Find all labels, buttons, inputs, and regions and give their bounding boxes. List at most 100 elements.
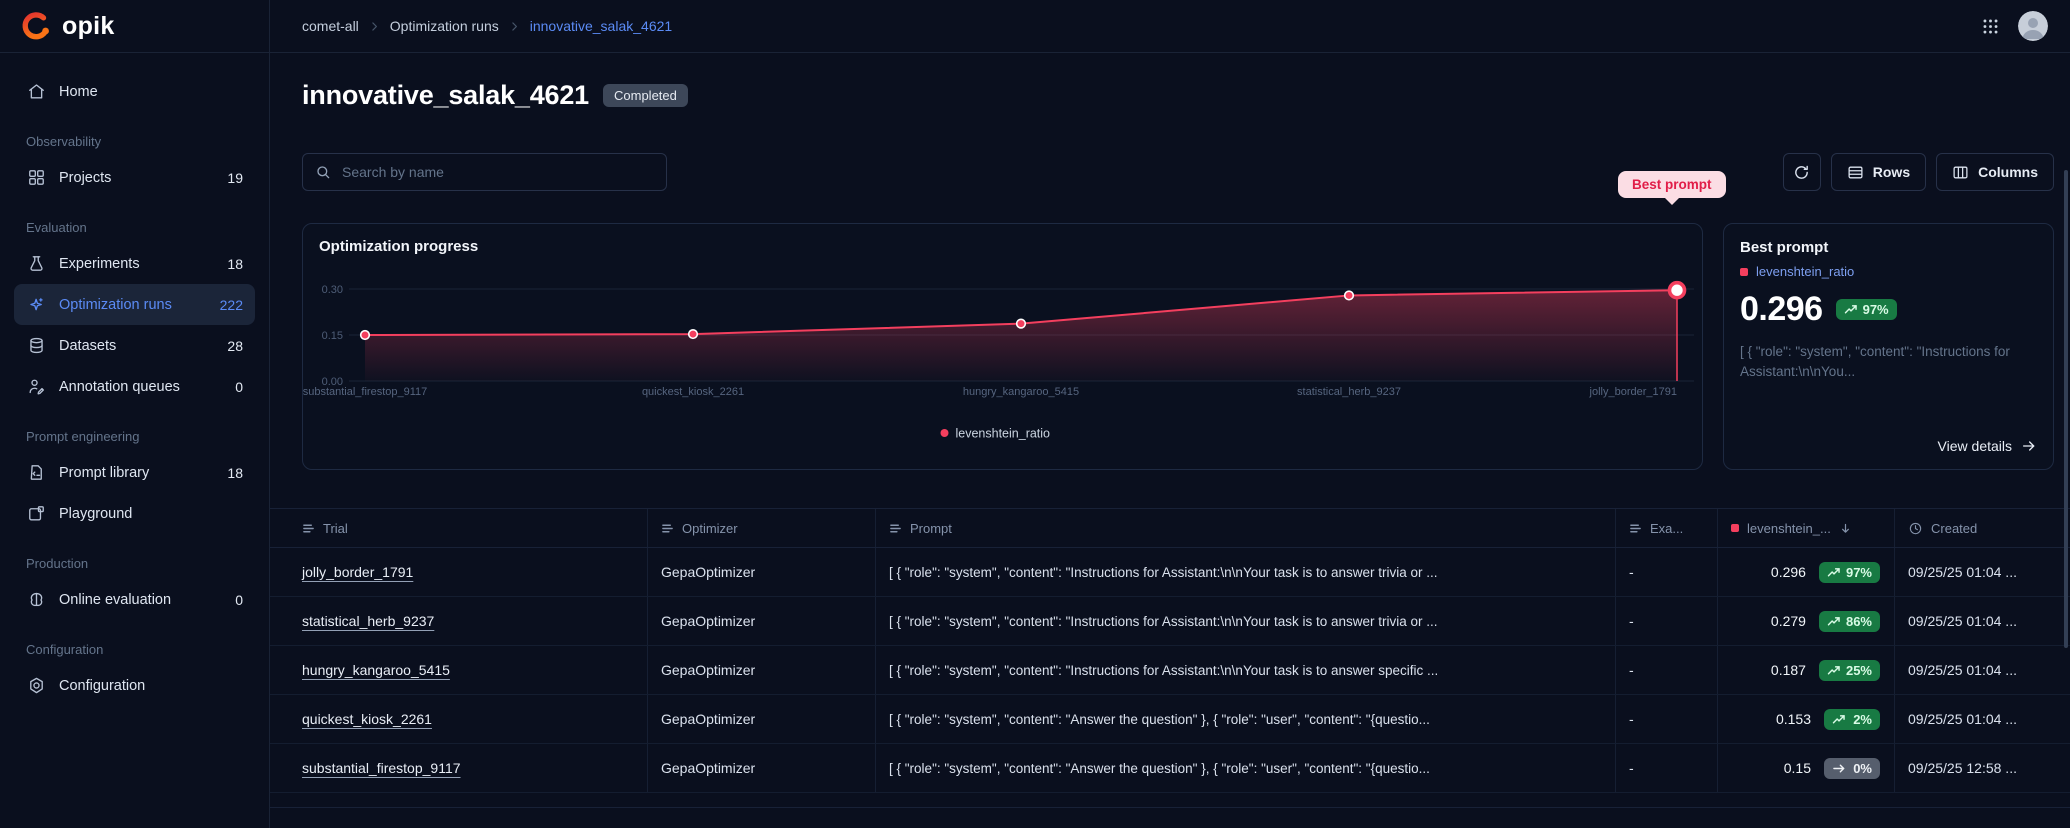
sidebar-item-label: Online evaluation — [59, 591, 172, 608]
toolbar: Rows Columns — [302, 153, 2054, 191]
best-prompt-value: 0.296 — [1740, 290, 1823, 328]
prompt-cell: [ { "role": "system", "content": "Instru… — [876, 646, 1616, 694]
prompt-cell: [ { "role": "system", "content": "Answer… — [876, 695, 1616, 743]
sidebar: opik Home Observability Projects 19 Evaluati… — [0, 0, 270, 828]
column-header-optimizer[interactable]: Optimizer — [648, 509, 876, 547]
sidebar-item-annotation-queues[interactable]: Annotation queues 0 — [14, 366, 255, 407]
sidebar-item-playground[interactable]: Playground — [14, 493, 255, 534]
column-header-examples[interactable]: Exa... — [1616, 509, 1718, 547]
trial-link[interactable]: hungry_kangaroo_5415 — [302, 662, 450, 678]
sidebar-item-projects[interactable]: Projects 19 — [14, 157, 255, 198]
column-header-levenshtein[interactable]: levenshtein_... — [1718, 509, 1895, 547]
best-prompt-value-row: 0.296 97% — [1740, 290, 2037, 329]
refresh-button[interactable] — [1782, 153, 1821, 191]
chart-svg: 0.00 0.15 0.30 substantial_firestop_9117 qui… — [303, 280, 1694, 441]
trend-badge: 97% — [1818, 561, 1880, 583]
examples-cell: - — [1616, 695, 1718, 743]
view-details-link[interactable]: View details — [1938, 438, 2037, 454]
apps-grid-icon[interactable] — [1981, 17, 2000, 36]
examples-cell: - — [1616, 744, 1718, 792]
sidebar-section-observability: Observability — [26, 134, 102, 149]
opik-logo[interactable]: opik — [0, 0, 269, 53]
sidebar-item-label: Configuration — [59, 677, 146, 694]
text-column-icon — [302, 522, 315, 535]
search-input[interactable] — [340, 163, 654, 181]
created-cell: 09/25/25 01:04 ... — [1908, 662, 2017, 678]
cards-row: 0.00 0.15 0.30 substantial_firestop_9117 qui… — [302, 171, 2054, 470]
sidebar-section-production: Production — [26, 556, 89, 571]
metric-name: levenshtein_ratio — [1756, 264, 1855, 279]
table-row-substantial-firestop-9117: substantial_firestop_9117 GepaOptimizer[ … — [270, 744, 2070, 793]
trials-table: Trial Optimizer Prompt Exa... levenshtei… — [270, 508, 2070, 793]
trend-badge: 0% — [1824, 757, 1880, 779]
title-row: innovative_salak_4621 Completed — [302, 80, 2054, 111]
sidebar-item-count: 0 — [235, 378, 243, 395]
sort-desc-icon[interactable] — [1839, 522, 1852, 535]
sidebar-item-optimization-runs[interactable]: Optimization runs 222 — [14, 284, 255, 325]
created-cell: 09/25/25 12:58 ... — [1908, 760, 2017, 776]
metric-value: 0.279 — [1770, 613, 1806, 629]
sidebar-item-label: Home — [59, 83, 98, 100]
svg-text:levenshtein_ratio: levenshtein_ratio — [956, 427, 1051, 441]
breadcrumb-item-innovative-salak-4621[interactable]: innovative_salak_4621 — [529, 18, 673, 34]
table-row-quickest-kiosk-2261: quickest_kiosk_2261 GepaOptimizer[ { "rol… — [270, 695, 2070, 744]
columns-button[interactable]: Columns — [1936, 153, 2054, 191]
sidebar-section-configuration: Configuration — [26, 642, 104, 657]
optimizer-cell: GepaOptimizer — [648, 744, 876, 792]
best-prompt-preview: [ { "role": "system", "content": "Instru… — [1740, 344, 2010, 380]
svg-text:jolly_border_1791: jolly_border_1791 — [1589, 386, 1677, 398]
breadcrumb-item-comet-all[interactable]: comet-all — [302, 18, 359, 34]
trial-link[interactable]: jolly_border_1791 — [302, 564, 414, 580]
sidebar-item-home[interactable]: Home — [14, 71, 255, 112]
user-avatar[interactable] — [2018, 11, 2048, 41]
svg-text:0.15: 0.15 — [322, 330, 343, 342]
column-header-created[interactable]: Created — [1895, 509, 2070, 547]
trend-badge: 2% — [1824, 708, 1880, 730]
clock-icon — [1908, 521, 1923, 536]
sidebar-item-prompt-library[interactable]: Prompt library 18 — [14, 452, 255, 493]
table-body: jolly_border_1791 GepaOptimizer[ { "role"… — [270, 548, 2070, 793]
trial-link[interactable]: substantial_firestop_9117 — [302, 760, 461, 776]
sidebar-item-label: Projects — [59, 169, 112, 186]
sidebar-item-datasets[interactable]: Datasets 28 — [14, 325, 255, 366]
flat-arrow-icon — [1832, 763, 1846, 774]
trend-badge: 25% — [1818, 659, 1880, 681]
optimization-progress-chart: 0.00 0.15 0.30 substantial_firestop_9117 qui… — [303, 224, 1702, 469]
metric-value: 0.153 — [1775, 711, 1811, 727]
trial-link[interactable]: statistical_herb_9237 — [302, 613, 435, 629]
topbar-right — [1981, 11, 2048, 41]
trial-link[interactable]: quickest_kiosk_2261 — [302, 711, 432, 727]
levenshtein-cell: 0.15 0% — [1718, 744, 1895, 792]
prompt-library-icon — [26, 463, 46, 483]
metric-value: 0.187 — [1770, 662, 1806, 678]
topbar: comet-all Optimization runs innovative_sal… — [270, 0, 2070, 53]
column-header-trial[interactable]: Trial — [270, 509, 648, 547]
arrow-right-icon — [2021, 438, 2037, 454]
sidebar-item-configuration[interactable]: Configuration — [14, 665, 255, 706]
best-prompt-title: Best prompt — [1740, 239, 1829, 256]
breadcrumb: comet-all Optimization runs innovative_sal… — [302, 18, 672, 34]
text-column-icon — [889, 522, 902, 535]
breadcrumb-item-optimization-runs[interactable]: Optimization runs — [389, 18, 499, 34]
sidebar-item-online-evaluation[interactable]: Online evaluation 0 — [14, 579, 255, 620]
experiments-icon — [26, 254, 46, 274]
rows-button[interactable]: Rows — [1830, 153, 1927, 191]
column-header-prompt[interactable]: Prompt — [876, 509, 1616, 547]
logo-text: opik — [62, 11, 115, 40]
search-box[interactable] — [302, 153, 667, 191]
trial-cell: substantial_firestop_9117 — [270, 744, 648, 792]
sidebar-item-experiments[interactable]: Experiments 18 — [14, 243, 255, 284]
examples-cell: - — [1616, 548, 1718, 596]
best-prompt-metric: levenshtein_ratio — [1740, 264, 2037, 279]
content: innovative_salak_4621 Completed — [270, 53, 2070, 828]
chevron-right-icon — [508, 20, 521, 33]
metric-value: 0.15 — [1783, 760, 1811, 776]
projects-icon — [26, 168, 46, 188]
vertical-scrollbar[interactable] — [2064, 170, 2068, 648]
table-row-hungry-kangaroo-5415: hungry_kangaroo_5415 GepaOptimizer[ { "ro… — [270, 646, 2070, 695]
home-icon — [26, 82, 46, 102]
svg-text:statistical_herb_9237: statistical_herb_9237 — [1297, 386, 1401, 398]
online-eval-icon — [26, 590, 46, 610]
prompt-cell: [ { "role": "system", "content": "Instru… — [876, 597, 1616, 645]
